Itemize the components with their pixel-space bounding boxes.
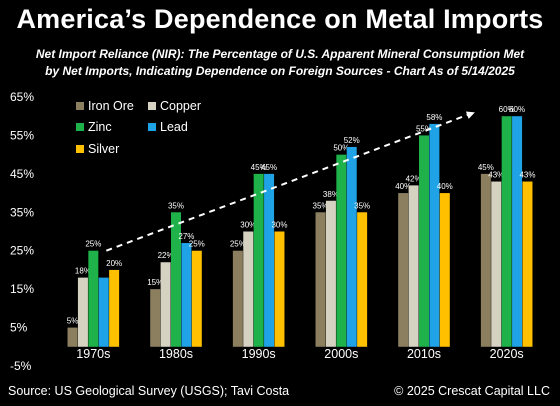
bar-lead <box>429 123 440 347</box>
bar-silver <box>522 181 533 347</box>
data-label: 35% <box>168 201 184 210</box>
bar-silver <box>439 193 450 347</box>
data-label: 45% <box>478 163 494 172</box>
data-label: 42% <box>406 174 422 183</box>
bar-copper <box>325 200 336 347</box>
y-tick-label: 5% <box>10 321 28 335</box>
y-tick-label: 15% <box>10 282 34 296</box>
x-category-label: 2020s <box>490 347 524 361</box>
data-label: 35% <box>354 201 370 210</box>
legend-label: Copper <box>160 99 201 113</box>
legend-swatch <box>76 145 84 153</box>
x-category-label: 1970s <box>76 347 110 361</box>
y-tick-label: 45% <box>10 167 34 181</box>
bar-copper <box>408 185 419 347</box>
x-category-label: 2000s <box>324 347 358 361</box>
bar-iron-ore <box>398 193 409 347</box>
bar-copper <box>77 277 88 347</box>
data-label: 27% <box>178 232 194 241</box>
data-label: 38% <box>323 190 339 199</box>
legend-swatch <box>76 123 84 131</box>
bar-iron-ore <box>232 250 243 347</box>
data-label: 40% <box>395 182 411 191</box>
bar-lead <box>512 116 523 347</box>
data-label: 60% <box>509 105 525 114</box>
bar-zinc <box>253 173 264 347</box>
bar-copper <box>243 231 254 347</box>
data-label: 25% <box>189 240 205 249</box>
bar-lead <box>98 277 109 347</box>
legend-label: Zinc <box>88 120 112 134</box>
bar-copper <box>160 262 171 347</box>
legend-swatch <box>148 123 156 131</box>
legend-swatch <box>76 102 84 110</box>
data-label: 58% <box>426 113 442 122</box>
legend-label: Iron Ore <box>88 99 134 113</box>
data-label: 30% <box>240 221 256 230</box>
bar-zinc <box>336 154 347 347</box>
y-tick-label: -5% <box>10 359 32 373</box>
bar-silver <box>357 212 368 347</box>
legend-swatch <box>148 102 156 110</box>
subtitle-line-2: by Net Imports, Indicating Dependence on… <box>45 64 515 78</box>
data-label: 43% <box>488 171 504 180</box>
data-label: 55% <box>416 124 432 133</box>
bar-zinc <box>501 116 512 347</box>
data-label: 15% <box>147 278 163 287</box>
data-label: 50% <box>333 144 349 153</box>
copyright-note: © 2025 Crescat Capital LLC <box>394 384 550 398</box>
data-label: 5% <box>67 317 79 326</box>
bar-zinc <box>88 250 99 347</box>
data-label: 60% <box>499 105 515 114</box>
data-label: 35% <box>313 201 329 210</box>
bar-iron-ore <box>150 289 161 347</box>
data-label: 40% <box>437 182 453 191</box>
bar-iron-ore <box>315 212 326 347</box>
bar-silver <box>109 269 120 347</box>
chart-title: America’s Dependence on Metal Imports <box>16 4 544 34</box>
data-label: 45% <box>261 163 277 172</box>
bar-silver <box>191 250 202 347</box>
legend-label: Lead <box>160 120 188 134</box>
bar-lead <box>181 243 192 347</box>
x-category-label: 1990s <box>242 347 276 361</box>
data-label: 30% <box>271 221 287 230</box>
bar-copper <box>491 181 502 347</box>
data-label: 52% <box>344 136 360 145</box>
y-tick-label: 35% <box>10 205 34 219</box>
bar-lead <box>346 146 357 347</box>
trend-arrow-head <box>465 111 475 119</box>
y-tick-label: 65% <box>10 90 34 104</box>
data-label: 18% <box>75 267 91 276</box>
data-label: 25% <box>230 240 246 249</box>
data-label: 43% <box>519 171 535 180</box>
legend-label: Silver <box>88 142 119 156</box>
bar-zinc <box>419 135 429 347</box>
x-category-label: 2010s <box>407 347 441 361</box>
x-category-label: 1980s <box>159 347 193 361</box>
trend-arrow-line <box>105 113 470 252</box>
bar-zinc <box>171 212 181 347</box>
bar-silver <box>274 231 285 347</box>
data-label: 25% <box>85 240 101 249</box>
bar-iron-ore <box>480 173 491 347</box>
chart-subtitle: Net Import Reliance (NIR): The Percentag… <box>0 46 560 80</box>
bar-lead <box>264 173 275 347</box>
source-note: Source: US Geological Survey (USGS); Tav… <box>8 384 290 398</box>
y-tick-label: 55% <box>10 128 34 142</box>
y-tick-label: 25% <box>10 244 34 258</box>
data-label: 45% <box>251 163 267 172</box>
bar-iron-ore <box>67 327 78 347</box>
subtitle-line-1: Net Import Reliance (NIR): The Percentag… <box>35 47 525 61</box>
data-label: 22% <box>158 251 174 260</box>
data-label: 20% <box>106 259 122 268</box>
